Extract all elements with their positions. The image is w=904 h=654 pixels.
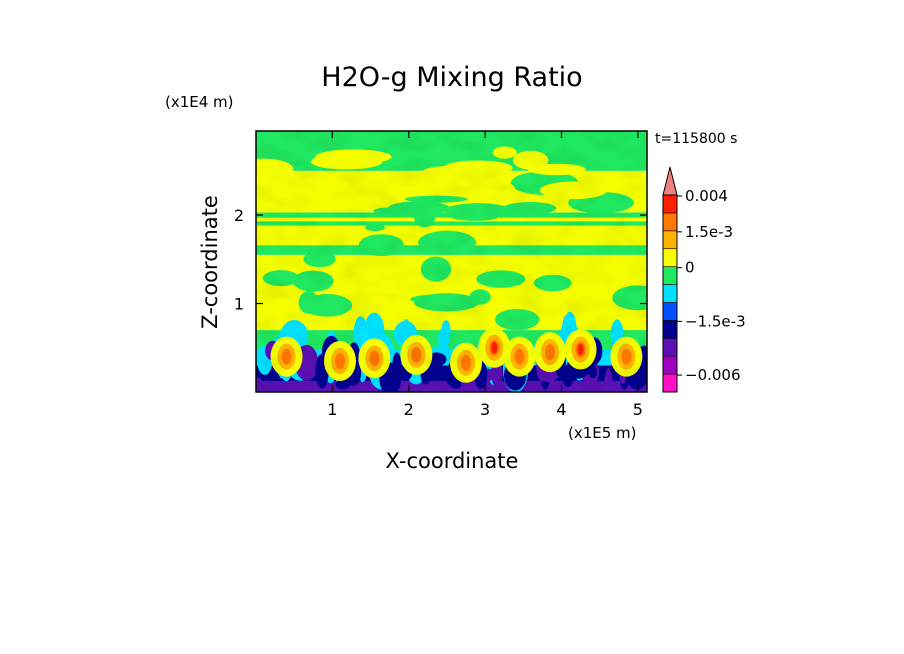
colorbar-segment-0 <box>662 373 678 393</box>
colorbar-segment-6 <box>662 266 678 285</box>
colorbar: 0.004 1.5e-3 0 −1.5e-3 −0.006 <box>662 166 746 393</box>
field-texture <box>256 131 647 392</box>
chart-title: H2O-g Mixing Ratio <box>321 62 582 93</box>
timestamp-label: t=115800 s <box>655 131 737 147</box>
y-scale-label: (x1E4 m) <box>165 93 234 111</box>
colorbar-segment-7 <box>662 248 678 267</box>
colorbar-frame <box>662 194 678 393</box>
colorbar-label: −0.006 <box>685 366 741 384</box>
x-tick-label: 1 <box>327 400 337 419</box>
field-blobs <box>256 131 647 392</box>
x-tick-label: 4 <box>556 400 566 419</box>
y-axis-label: Z-coordinate <box>198 195 222 329</box>
colorbar-segment-5 <box>662 284 678 303</box>
x-tick-label: 2 <box>404 400 414 419</box>
colorbar-segment-3 <box>662 320 678 339</box>
colorbar-extend-triangle <box>662 166 678 196</box>
x-axis: 1 2 3 4 5 <box>327 131 643 419</box>
colorbar-label: −1.5e-3 <box>685 312 746 330</box>
x-tick-label: 5 <box>633 400 643 419</box>
heatmap-field <box>256 131 647 392</box>
colorbar-segment-9 <box>662 212 678 232</box>
colorbar-label: 0 <box>685 259 695 277</box>
x-scale-label: (x1E5 m) <box>568 424 637 442</box>
x-axis-label: X-coordinate <box>386 449 519 473</box>
x-tick-label: 3 <box>480 400 490 419</box>
y-axis: 12 <box>234 206 647 314</box>
colorbar-segment-8 <box>662 230 678 250</box>
y-tick-label: 2 <box>234 206 244 225</box>
colorbar-label: 0.004 <box>685 187 728 205</box>
colorbar-segment-10 <box>662 194 678 214</box>
y-tick-label: 1 <box>234 295 244 314</box>
plot-frame <box>255 130 648 393</box>
colorbar-segment-4 <box>662 302 678 321</box>
colorbar-segment-2 <box>662 337 678 357</box>
colorbar-label: 1.5e-3 <box>685 223 733 241</box>
colorbar-segment-1 <box>662 355 678 375</box>
